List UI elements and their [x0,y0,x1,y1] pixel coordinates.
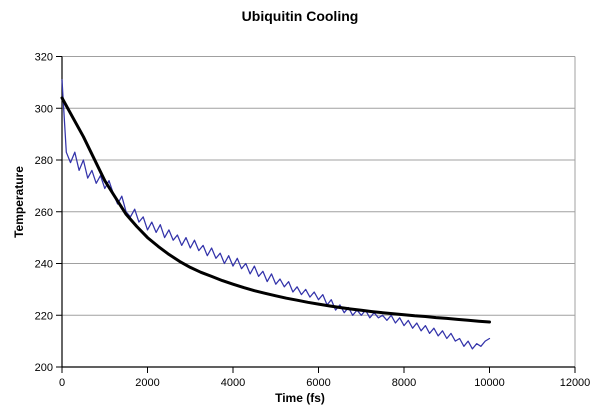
chart-title: Ubiquitin Cooling [241,8,359,24]
y-tick-label: 200 [35,362,53,374]
y-tick-label: 320 [35,52,53,64]
y-tick-label: 220 [35,310,53,322]
cooling-fit-line [60,96,491,324]
y-tick-label: 260 [35,207,53,219]
x-tick-label: 0 [59,377,65,389]
x-tick-label: 6000 [306,377,330,389]
x-tick-label: 12000 [560,377,591,389]
x-tick-label: 10000 [474,377,505,389]
x-axis-title: Time (fs) [275,391,325,405]
y-tick-label: 240 [35,259,53,271]
x-tick-label: 2000 [135,377,159,389]
y-tick-label: 280 [35,155,53,167]
temperature-data-line [61,79,491,350]
y-tick-label: 300 [35,103,53,115]
x-tick-label: 4000 [221,377,245,389]
x-tick-label: 8000 [392,377,416,389]
